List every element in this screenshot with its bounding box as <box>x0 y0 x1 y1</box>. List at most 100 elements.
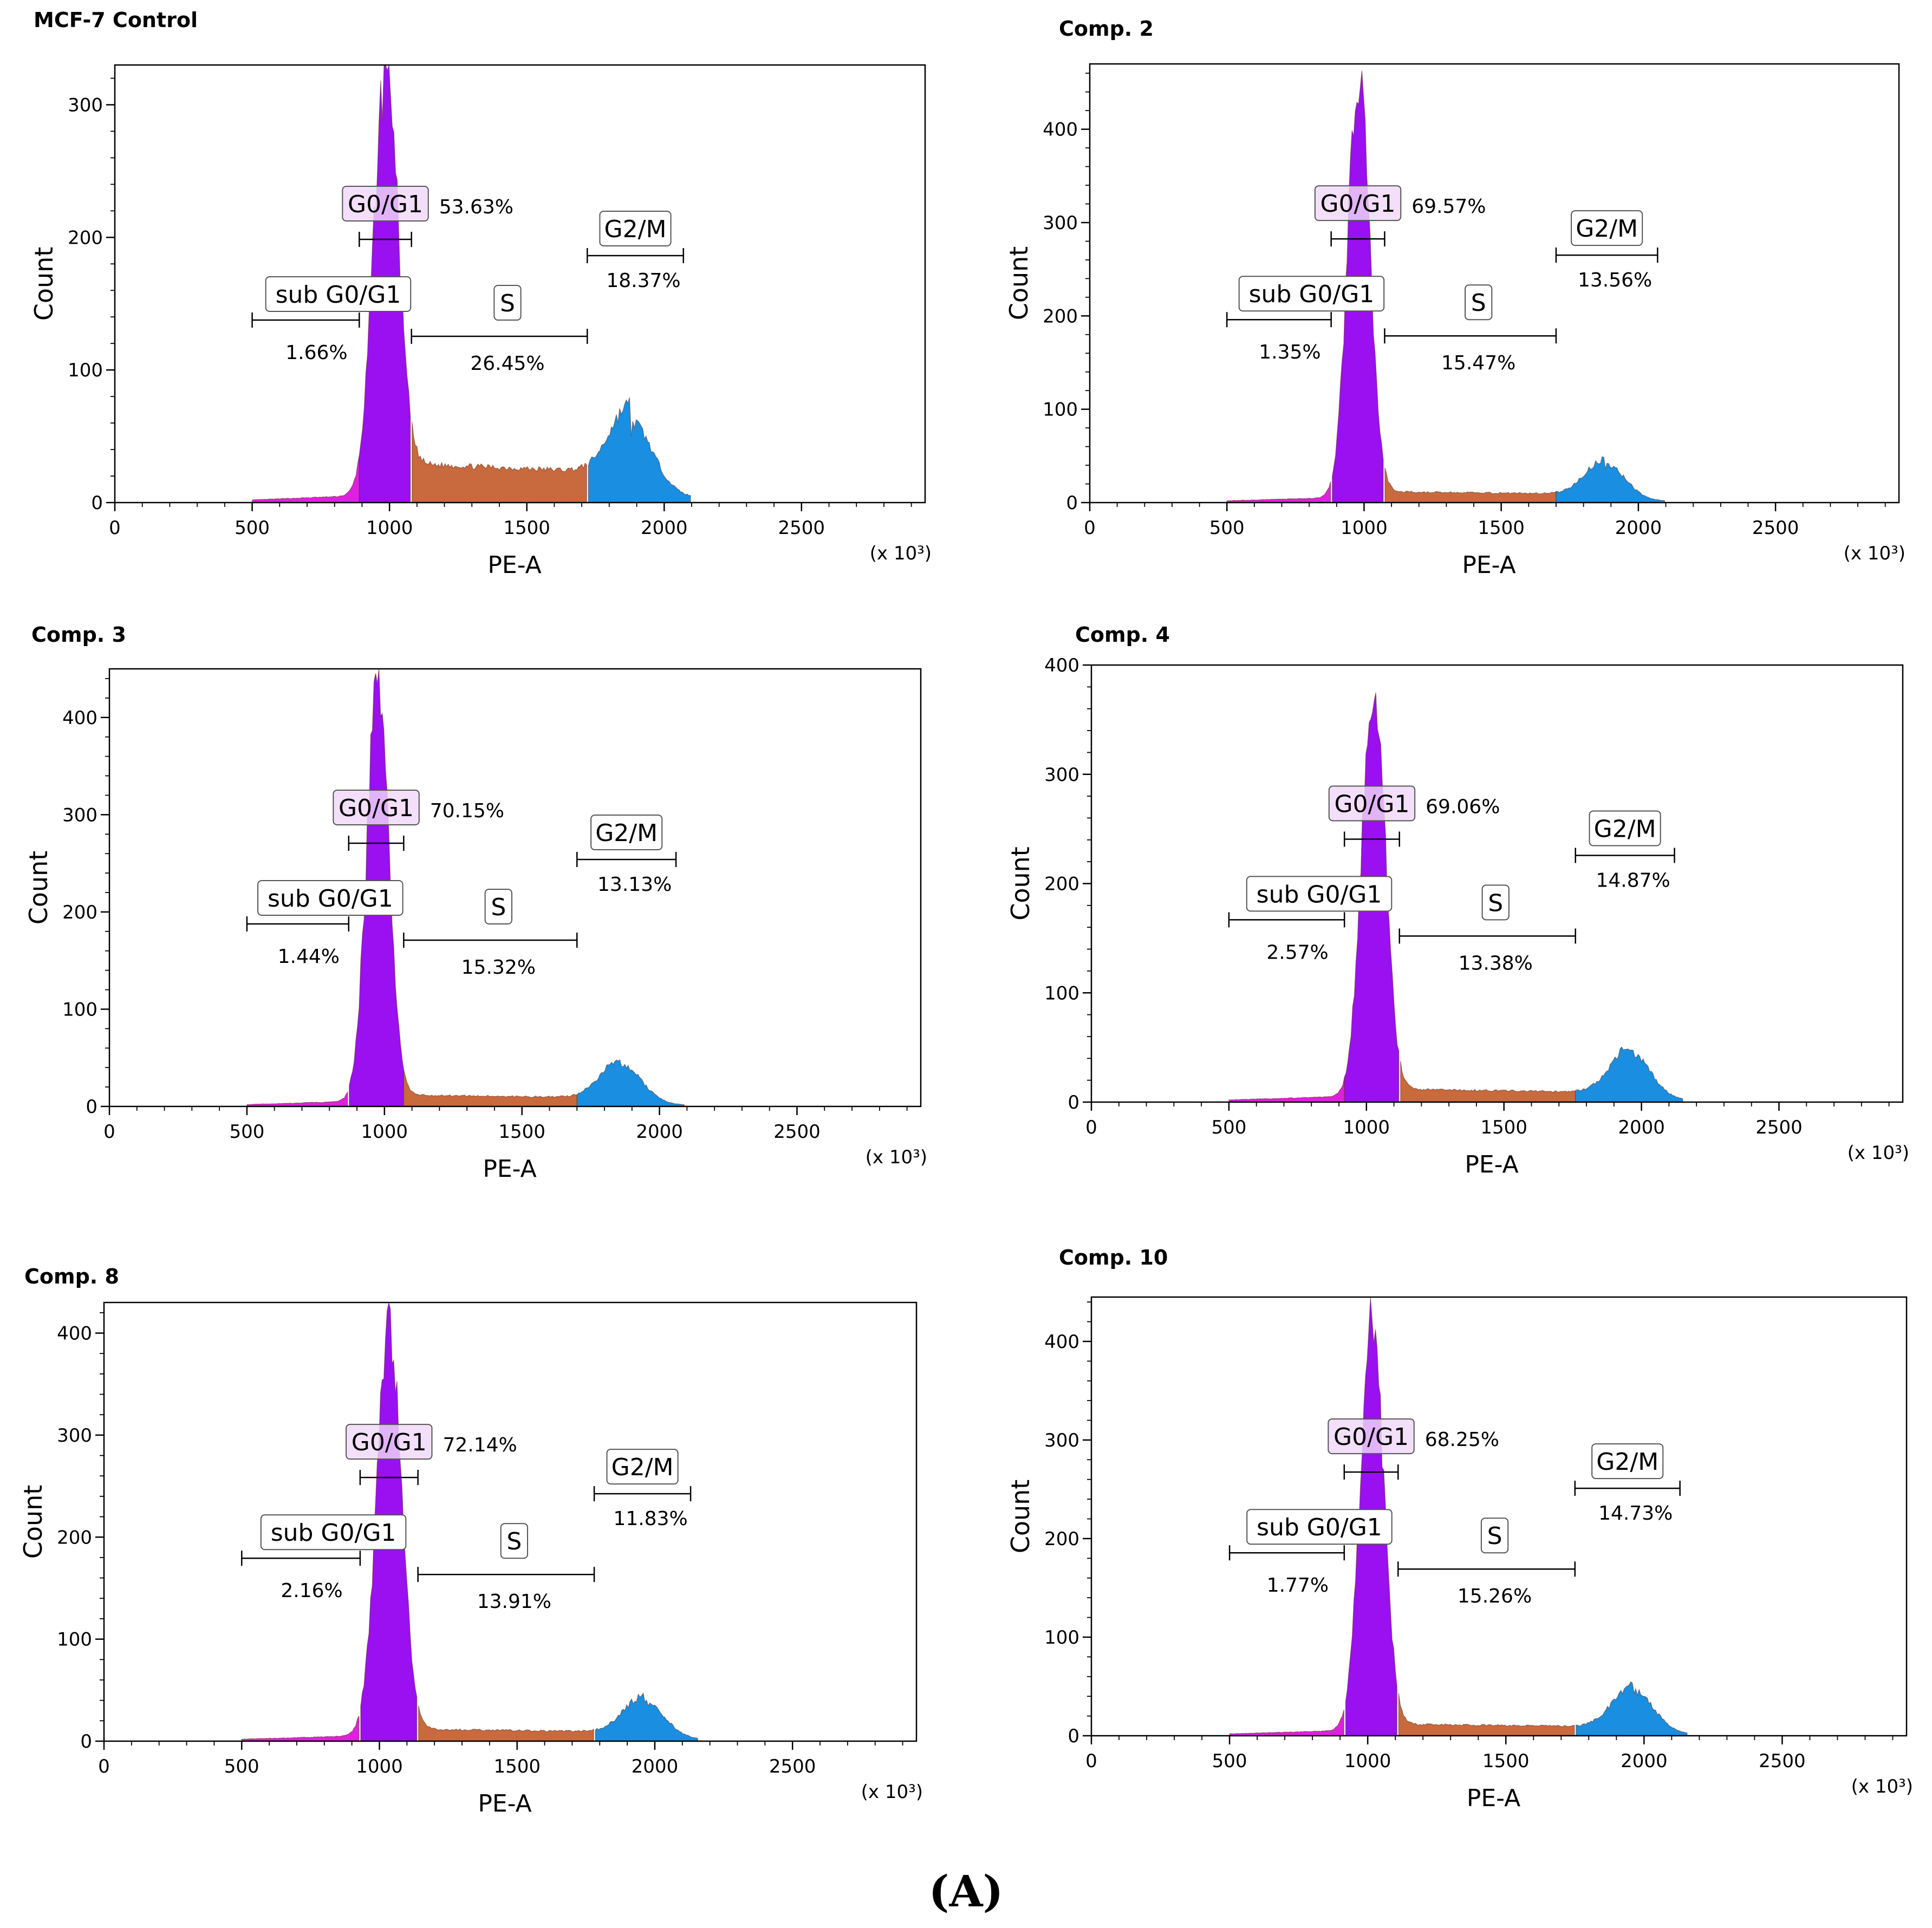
gate-label: G2/M <box>595 819 658 847</box>
gate-label-box <box>1589 810 1661 846</box>
y-tick-label: 200 <box>68 227 103 249</box>
gate-percent-label: 13.91% <box>477 1591 551 1613</box>
gate-s: S 13.38% <box>1398 884 1576 974</box>
s-phase-region <box>412 421 587 503</box>
gate-sub-g0-g1: sub G0/G1 1.44% <box>246 880 404 968</box>
gate-label: S <box>506 1528 522 1555</box>
x-tick-label: 0 <box>98 1756 110 1777</box>
gate-label-box <box>493 285 522 321</box>
y-tick-label: 0 <box>1068 1725 1079 1747</box>
y-axis-label: Count <box>24 851 53 925</box>
gate-label-box <box>1328 1418 1415 1455</box>
panel-title: Comp. 8 <box>24 1265 119 1288</box>
y-tick-label: 0 <box>1066 492 1078 514</box>
x-tick-label: 500 <box>1212 1750 1247 1772</box>
y-tick-label: 200 <box>62 902 97 923</box>
plot-frame <box>108 668 922 1108</box>
x-tick-label: 2500 <box>1759 1750 1806 1772</box>
y-tick-label: 100 <box>68 360 103 381</box>
gate-percent-label: 26.45% <box>470 353 544 375</box>
gate-percent-label: 69.57% <box>1411 196 1486 218</box>
gate-label-box <box>257 880 404 916</box>
y-axis-label: Count <box>1006 846 1035 921</box>
x-axis-label: PE-A <box>1462 551 1515 579</box>
gate-s: S 15.26% <box>1397 1517 1576 1607</box>
gate-g0-g1: G0/G1 69.57% <box>1314 185 1486 247</box>
sub-g0g1-region <box>246 1091 348 1107</box>
y-tick-label: 300 <box>1044 764 1079 786</box>
x-tick-label: 500 <box>1209 517 1245 539</box>
panel-title: Comp. 3 <box>31 623 126 647</box>
y-tick-label: 300 <box>62 804 97 826</box>
gate-label-box <box>1480 1517 1509 1554</box>
y-tick-label: 100 <box>57 1629 92 1651</box>
y-tick-label: 0 <box>86 1096 97 1118</box>
x-tick-label: 2500 <box>769 1756 816 1777</box>
gate-label: S <box>1471 289 1486 317</box>
gate-label: sub G0/G1 <box>1257 1514 1382 1541</box>
x-tick-label: 2000 <box>636 1121 683 1143</box>
x-tick-label: 1000 <box>1343 1117 1390 1138</box>
y-tick-label: 300 <box>1043 212 1078 234</box>
s-phase-region <box>403 1069 577 1107</box>
sub-g0g1-region <box>241 1716 360 1742</box>
g2m-peak-region <box>588 397 691 503</box>
x-axis-label: PE-A <box>1465 1151 1518 1178</box>
gate-label-box <box>590 815 663 850</box>
gate-label: G0/G1 <box>348 191 423 218</box>
sub-g0g1-region <box>1228 1077 1345 1103</box>
x-axis-unit: (x 10³) <box>870 543 932 564</box>
gate-percent-label: 13.13% <box>597 874 672 896</box>
y-tick-label: 100 <box>1044 1627 1079 1649</box>
y-tick-label: 100 <box>1043 399 1078 421</box>
gate-label-box <box>1571 210 1643 246</box>
gate-label-box <box>1328 785 1416 822</box>
gate-label: sub G0/G1 <box>1249 281 1375 308</box>
gate-g0-g1: G0/G1 72.14% <box>346 1424 517 1486</box>
gate-percent-label: 15.47% <box>1441 352 1515 374</box>
y-tick-label: 0 <box>1068 1092 1079 1113</box>
gate-label: sub G0/G1 <box>1257 881 1382 908</box>
gate-label: G2/M <box>604 216 667 243</box>
y-tick-label: 400 <box>1044 655 1079 676</box>
gate-label-box <box>1246 876 1393 912</box>
y-axis-label: Count <box>1006 1480 1035 1554</box>
gate-percent-label: 53.63% <box>439 196 513 218</box>
y-tick-label: 200 <box>1044 1528 1079 1550</box>
gate-sub-g0-g1: sub G0/G1 2.16% <box>240 1514 407 1602</box>
y-tick-label: 200 <box>1043 305 1078 327</box>
histogram-panel: Comp. 3 0 500 1000 1500 2000 2500 0 100 200 300 400… <box>24 623 927 1183</box>
y-tick-label: 0 <box>80 1731 92 1753</box>
gate-label-box <box>260 1514 407 1551</box>
x-tick-label: 0 <box>1084 517 1096 539</box>
histogram-panel: Comp. 2 0 500 1000 1500 2000 2500 0 100 200 300 400… <box>1004 17 1905 579</box>
x-axis-unit: (x 10³) <box>861 1781 923 1803</box>
gate-g2-m: G2/M 14.73% <box>1574 1443 1681 1525</box>
gate-label: S <box>1488 889 1503 917</box>
gate-label-box <box>1314 185 1402 222</box>
y-tick-label: 400 <box>1044 1331 1079 1353</box>
gate-percent-label: 2.16% <box>281 1580 342 1602</box>
gate-percent-label: 1.44% <box>278 946 340 968</box>
histogram-panel: Comp. 10 0 500 1000 1500 2000 2500 0 100 200 300 40… <box>1006 1246 1913 1812</box>
gate-label: G2/M <box>1596 1448 1658 1476</box>
gate-percent-label: 18.37% <box>606 270 680 292</box>
g2m-peak-region <box>576 1059 685 1107</box>
x-axis-label: PE-A <box>487 551 541 579</box>
gate-label: G2/M <box>612 1454 674 1481</box>
x-axis-label: PE-A <box>478 1790 531 1818</box>
gate-label: sub G0/G1 <box>276 281 401 309</box>
gate-percent-label: 13.38% <box>1459 952 1533 974</box>
x-tick-label: 1500 <box>1478 517 1525 539</box>
x-tick-label: 1500 <box>1480 1117 1527 1138</box>
y-axis-label: Count <box>18 1485 48 1559</box>
gate-percent-label: 14.73% <box>1598 1502 1673 1525</box>
gate-label-box <box>1591 1443 1664 1480</box>
plot-frame <box>114 64 926 504</box>
x-axis-unit: (x 10³) <box>1851 1776 1913 1797</box>
gate-percent-label: 69.06% <box>1426 796 1500 818</box>
gate-percent-label: 13.56% <box>1578 269 1652 291</box>
g2m-peak-region <box>1575 1046 1683 1103</box>
y-tick-label: 300 <box>1044 1430 1079 1451</box>
